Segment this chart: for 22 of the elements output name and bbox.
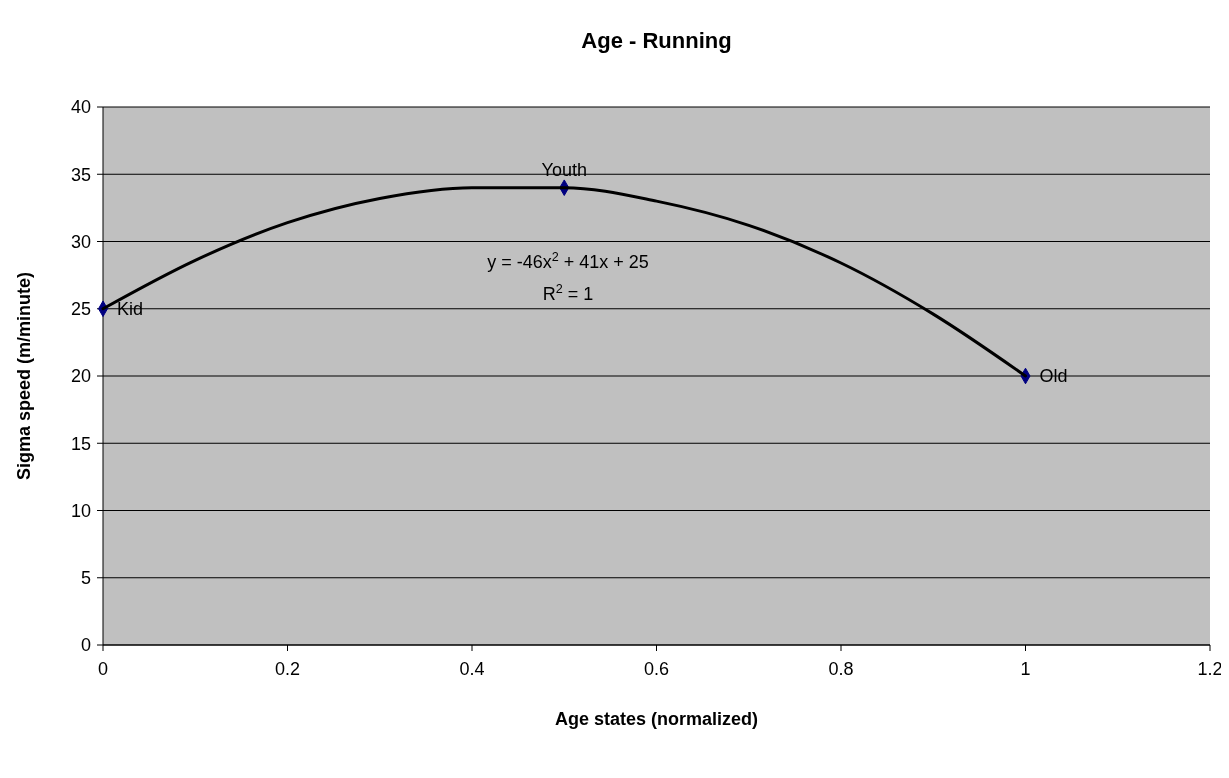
- y-tick-label: 15: [70, 433, 91, 454]
- x-tick-label: 1.2: [1197, 659, 1223, 679]
- chart-title: Age - Running: [581, 28, 732, 53]
- y-tick-label: 40: [70, 97, 91, 118]
- y-tick-label: 20: [70, 366, 91, 387]
- y-tick-label: 25: [70, 299, 91, 320]
- x-tick-label: 0.2: [274, 659, 301, 679]
- y-tick-label: 10: [70, 500, 91, 521]
- x-tick-label: 0.6: [643, 659, 670, 679]
- y-tick-label: 35: [70, 164, 91, 185]
- annotation: Old: [1039, 366, 1068, 387]
- y-tick-label: 30: [70, 231, 91, 252]
- annotation: y = -46x$^{2}$ + 41x + 25: [487, 250, 649, 273]
- annotation: R$^{2}$ = 1: [542, 282, 594, 305]
- x-axis-title: Age states (normalized): [554, 709, 759, 729]
- x-tick-label: 1: [1020, 659, 1031, 679]
- y-tick-label: 5: [80, 568, 91, 589]
- x-tick-label: 0.8: [828, 659, 854, 679]
- x-tick-label: 0.4: [459, 659, 485, 679]
- y-tick-label: 0: [80, 635, 91, 656]
- y-axis-title: Sigma speed (m/minute): [14, 271, 34, 481]
- x-tick-label: 0: [97, 659, 109, 679]
